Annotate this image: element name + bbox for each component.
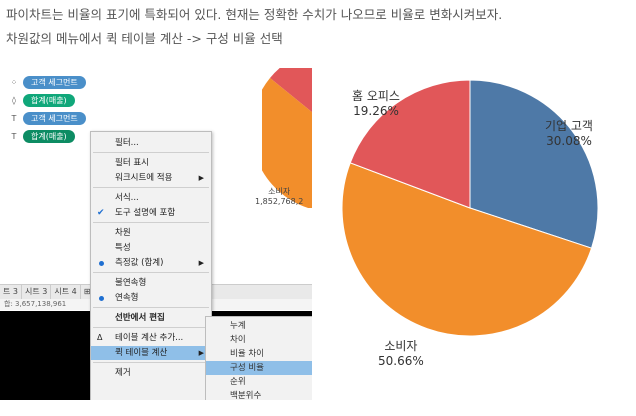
- submenu-arrow-icon: ▶: [198, 174, 204, 182]
- pie-label-category: 홈 오피스: [352, 89, 400, 103]
- menu-item-remove[interactable]: 제거: [115, 368, 131, 378]
- pie-label-value: 30.08%: [546, 134, 592, 148]
- small-pie-slice-orange: [262, 78, 312, 208]
- small-pie-label: 소비자 1,852,768,2: [255, 186, 303, 206]
- detail-icon: T: [11, 113, 17, 123]
- submenu-item-percentile[interactable]: 백분위수: [230, 391, 262, 400]
- submenu-item-percent-difference[interactable]: 비율 차이: [230, 349, 264, 359]
- tableau-screenshot: ⁘ 고객 세그먼트 ◊ 합계(매출) T 고객 세그먼트 T 합계(매출) 소비…: [0, 68, 312, 400]
- small-pie-value: 1,852,768,2: [255, 197, 304, 206]
- radio-dot-icon: [99, 296, 104, 301]
- sheet-tab[interactable]: 시트 3: [22, 285, 52, 299]
- quick-table-calc-submenu: 누계 차이 비율 차이 구성 비율 순위 백분위수: [205, 316, 312, 400]
- menu-item-add-table-calc[interactable]: Δ 테이블 계산 추가...: [97, 333, 184, 343]
- menu-item-edit-in-shelf[interactable]: 선반에서 편집: [115, 313, 165, 323]
- pie-label-category: 기업 고객: [545, 119, 593, 133]
- marks-card: ⁘ 고객 세그먼트 ◊ 합계(매출) T 고객 세그먼트 T 합계(매출): [8, 74, 118, 146]
- submenu-item-difference[interactable]: 차이: [230, 335, 246, 345]
- sheet-tab[interactable]: 트 3: [0, 285, 22, 299]
- sheet-tab[interactable]: 시트 4: [51, 285, 81, 299]
- submenu-item-running-total[interactable]: 누계: [230, 321, 246, 331]
- delta-icon: Δ: [97, 333, 103, 342]
- menu-divider: [93, 327, 209, 328]
- menu-item-include-tooltip[interactable]: ✔ 도구 설명에 포함: [97, 208, 176, 218]
- submenu-item-percent-of-total[interactable]: 구성 비율: [206, 361, 312, 375]
- submenu-arrow-icon: ▶: [198, 259, 204, 267]
- intro-text-line1: 파이차트는 비율의 표기에 특화되어 있다. 현재는 정확한 수치가 나오므로 …: [6, 7, 503, 22]
- menu-item-show-filter[interactable]: 필터 표시: [115, 158, 149, 168]
- color-pill[interactable]: 고객 세그먼트: [23, 75, 86, 89]
- pie-slice-home-office: [349, 79, 471, 209]
- menu-item-continuous[interactable]: 연속형: [91, 291, 211, 305]
- menu-divider: [93, 152, 209, 153]
- submenu-item-rank[interactable]: 순위: [230, 377, 246, 387]
- marks-row-angle[interactable]: ◊ 합계(매출): [8, 92, 118, 108]
- color-icon: ⁘: [10, 77, 18, 87]
- menu-item-measure[interactable]: 측정값 (합계) ▶: [91, 256, 211, 270]
- small-pie-slice-red: [270, 68, 312, 113]
- angle-icon: ◊: [12, 95, 16, 105]
- pie-label-category: 소비자: [384, 339, 418, 353]
- menu-item-dimension[interactable]: 차원: [115, 228, 131, 238]
- small-pie-category: 소비자: [268, 187, 291, 196]
- label-pill[interactable]: 합계(매출): [23, 129, 75, 143]
- detail-pill[interactable]: 고객 세그먼트: [23, 111, 86, 125]
- pie-label-value: 50.66%: [378, 354, 424, 368]
- menu-divider: [93, 187, 209, 188]
- menu-divider: [93, 307, 209, 308]
- marks-row-color[interactable]: ⁘ 고객 세그먼트: [8, 74, 118, 90]
- menu-item-quick-table-calc[interactable]: 퀵 테이블 계산 ▶: [91, 346, 211, 360]
- menu-item-discrete[interactable]: 불연속형: [115, 278, 147, 288]
- checkmark-icon: ✔: [97, 208, 105, 218]
- angle-pill[interactable]: 합계(매출): [23, 93, 75, 107]
- small-pie-preview: [262, 68, 312, 208]
- pie-label-consumer: 소비자 50.66%: [378, 339, 424, 369]
- radio-dot-icon: [99, 261, 104, 266]
- menu-divider: [93, 272, 209, 273]
- pie-label-corporate: 기업 고객 30.08%: [545, 119, 593, 149]
- pie-slice-corporate: [469, 79, 599, 249]
- pie-label-home-office: 홈 오피스 19.26%: [352, 89, 400, 119]
- menu-divider: [93, 362, 209, 363]
- menu-item-format[interactable]: 서식...: [115, 193, 139, 203]
- menu-item-filter[interactable]: 필터...: [115, 138, 139, 148]
- context-menu: 필터... 필터 표시 워크시트에 적용 ▶ 서식... ✔ 도구 설명에 포함 차…: [90, 131, 212, 400]
- intro-text-line2: 차원값의 메뉴에서 퀵 테이블 계산 -> 구성 비율 선택: [6, 31, 283, 46]
- menu-item-attribute[interactable]: 특성: [115, 243, 131, 253]
- menu-item-apply-worksheets[interactable]: 워크시트에 적용 ▶: [115, 173, 204, 183]
- menu-divider: [93, 222, 209, 223]
- marks-row-detail[interactable]: T 고객 세그먼트: [8, 110, 118, 126]
- submenu-arrow-icon: ▶: [198, 349, 204, 357]
- pie-chart: [341, 79, 599, 337]
- label-icon: T: [11, 131, 17, 141]
- marks-row-label[interactable]: T 합계(매출): [8, 128, 118, 144]
- pie-slice-consumer: [341, 162, 593, 337]
- pie-label-value: 19.26%: [353, 104, 399, 118]
